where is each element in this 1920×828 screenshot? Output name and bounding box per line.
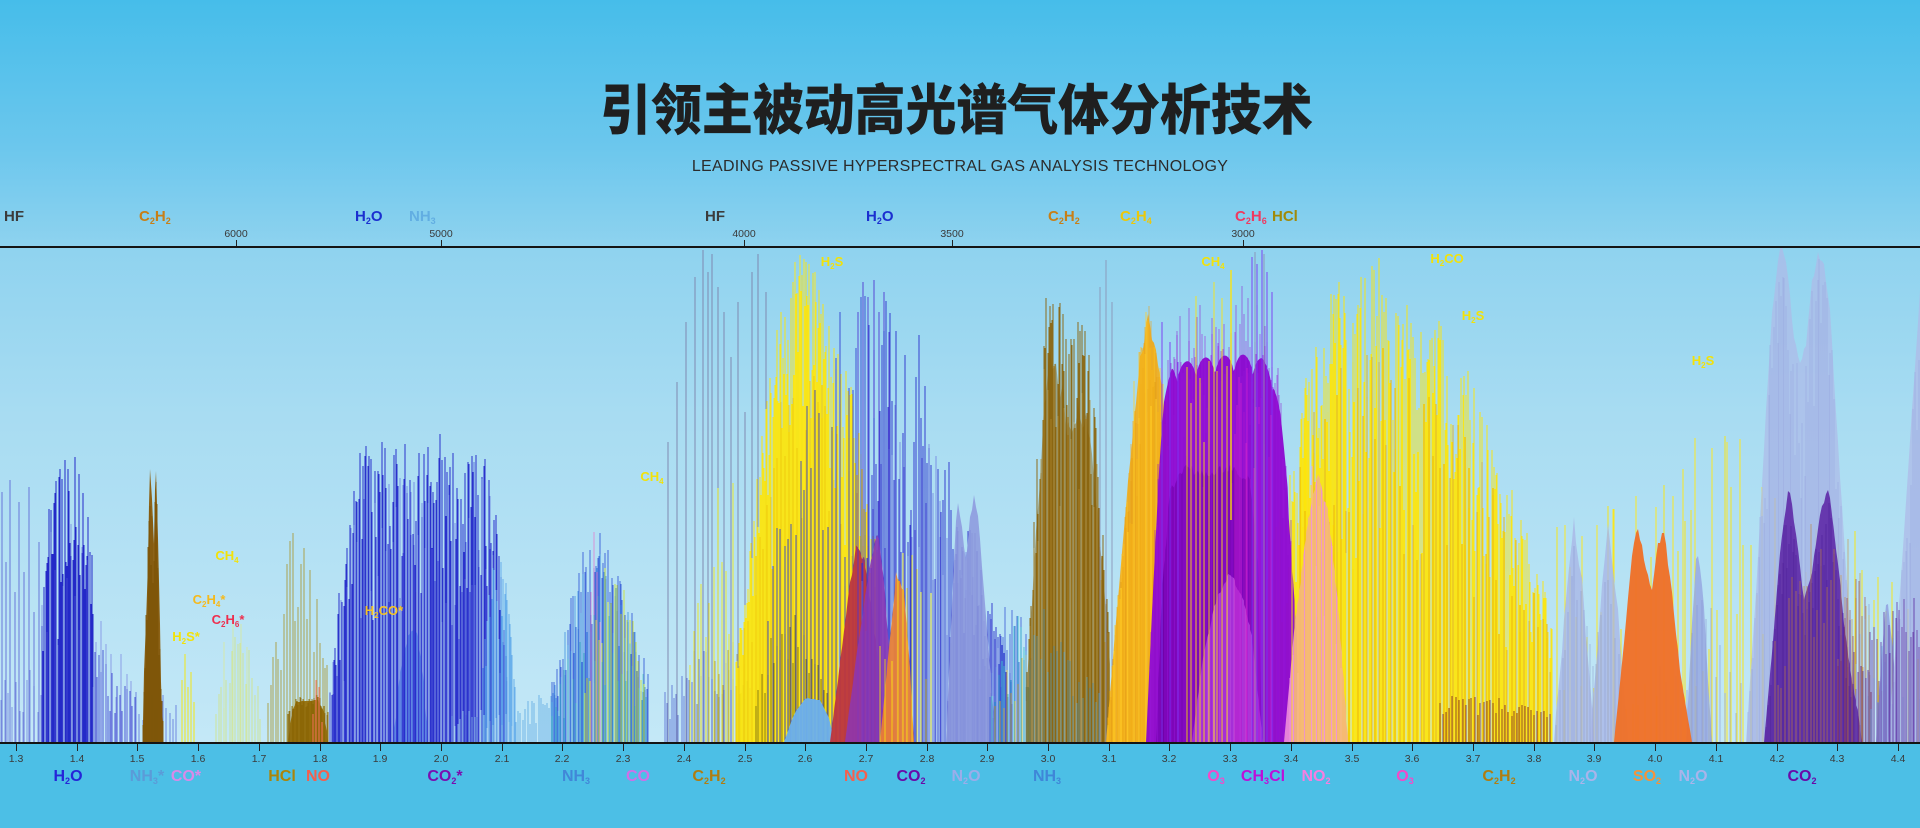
svg-text:CO2: CO2	[1787, 768, 1816, 786]
svg-text:H2 S: H2 S	[1692, 353, 1715, 370]
svg-text:HF: HF	[4, 208, 24, 225]
svg-text:3.0: 3.0	[1041, 753, 1056, 765]
svg-text:1.5: 1.5	[130, 753, 145, 765]
svg-text:H2 CO*: H2 CO*	[365, 603, 404, 620]
svg-text:3.2: 3.2	[1162, 753, 1177, 765]
svg-text:H2 O: H2 O	[355, 208, 383, 226]
svg-text:SO2: SO2	[1633, 768, 1661, 786]
svg-text:N2 O: N2 O	[1678, 768, 1707, 786]
svg-text:C2 H2: C2 H2	[1048, 208, 1080, 226]
svg-text:4000: 4000	[732, 228, 756, 240]
svg-text:4.4: 4.4	[1891, 753, 1906, 765]
svg-text:C2 H2: C2 H2	[139, 208, 171, 226]
svg-text:3.5: 3.5	[1345, 753, 1360, 765]
svg-text:CO*: CO*	[171, 768, 202, 785]
svg-text:3.3: 3.3	[1223, 753, 1238, 765]
svg-text:H2 O: H2 O	[866, 208, 894, 226]
svg-text:CO2 *: CO2 *	[427, 768, 463, 786]
svg-text:NH3 *: NH3 *	[130, 768, 165, 786]
svg-text:C2 H4 *: C2 H4 *	[193, 592, 227, 609]
svg-text:2.6: 2.6	[798, 753, 813, 765]
svg-text:NO: NO	[844, 768, 868, 785]
svg-text:3000: 3000	[1231, 228, 1255, 240]
svg-text:H2 S*: H2 S*	[172, 629, 201, 646]
svg-text:H2 O: H2 O	[53, 768, 82, 786]
svg-text:NO2: NO2	[1301, 768, 1330, 786]
svg-text:1.4: 1.4	[70, 753, 85, 765]
svg-text:5000: 5000	[429, 228, 453, 240]
svg-text:C2 H4: C2 H4	[1120, 208, 1152, 226]
svg-text:3.6: 3.6	[1405, 753, 1420, 765]
svg-text:NH3: NH3	[409, 208, 436, 226]
svg-text:6000: 6000	[224, 228, 248, 240]
svg-text:N2 O: N2 O	[951, 768, 980, 786]
svg-text:4.2: 4.2	[1770, 753, 1785, 765]
svg-text:3.9: 3.9	[1587, 753, 1602, 765]
svg-text:H2 S: H2 S	[1462, 308, 1485, 325]
svg-text:LEADING PASSIVE HYPERSPECTRAL: LEADING PASSIVE HYPERSPECTRAL GAS ANALYS…	[692, 158, 1228, 175]
svg-text:2.3: 2.3	[616, 753, 631, 765]
svg-text:C2 H6 *: C2 H6 *	[212, 612, 246, 629]
svg-text:3.4: 3.4	[1284, 753, 1299, 765]
svg-text:CH4: CH4	[1201, 254, 1225, 271]
svg-text:CO2: CO2	[896, 768, 925, 786]
svg-text:1.9: 1.9	[373, 753, 388, 765]
svg-text:CH4: CH4	[215, 548, 239, 565]
svg-text:3.1: 3.1	[1102, 753, 1117, 765]
svg-text:C2 H6: C2 H6	[1235, 208, 1267, 226]
svg-text:H2 CO: H2 CO	[1430, 251, 1463, 268]
svg-text:1.3: 1.3	[9, 753, 24, 765]
svg-text:3.8: 3.8	[1527, 753, 1542, 765]
svg-text:C2 H2: C2 H2	[1482, 768, 1515, 786]
svg-text:2.8: 2.8	[920, 753, 935, 765]
svg-text:NH3: NH3	[1033, 768, 1061, 786]
svg-text:C2 H2: C2 H2	[692, 768, 725, 786]
svg-text:HCl: HCl	[1272, 208, 1298, 225]
svg-text:H2 S: H2 S	[821, 254, 844, 271]
svg-text:CH4: CH4	[640, 469, 664, 486]
svg-text:2.5: 2.5	[738, 753, 753, 765]
svg-text:4.0: 4.0	[1648, 753, 1663, 765]
svg-text:HF: HF	[705, 208, 725, 225]
svg-text:2.4: 2.4	[677, 753, 692, 765]
svg-text:1.6: 1.6	[191, 753, 206, 765]
svg-text:3500: 3500	[940, 228, 964, 240]
svg-text:NO: NO	[306, 768, 330, 785]
svg-text:2.9: 2.9	[980, 753, 995, 765]
svg-text:CO: CO	[626, 768, 650, 785]
svg-text:NH3: NH3	[562, 768, 590, 786]
svg-text:N2 O: N2 O	[1568, 768, 1597, 786]
svg-text:2.1: 2.1	[495, 753, 510, 765]
svg-text:3.7: 3.7	[1466, 753, 1481, 765]
svg-text:1.7: 1.7	[252, 753, 267, 765]
svg-text:CH3 Cl: CH3 Cl	[1241, 768, 1285, 786]
svg-text:2.7: 2.7	[859, 753, 874, 765]
svg-text:4.3: 4.3	[1830, 753, 1845, 765]
svg-text:2.0: 2.0	[434, 753, 449, 765]
svg-text:1.8: 1.8	[313, 753, 328, 765]
svg-text:4.1: 4.1	[1709, 753, 1724, 765]
svg-text:HCl: HCl	[268, 768, 296, 785]
svg-text:2.2: 2.2	[555, 753, 570, 765]
